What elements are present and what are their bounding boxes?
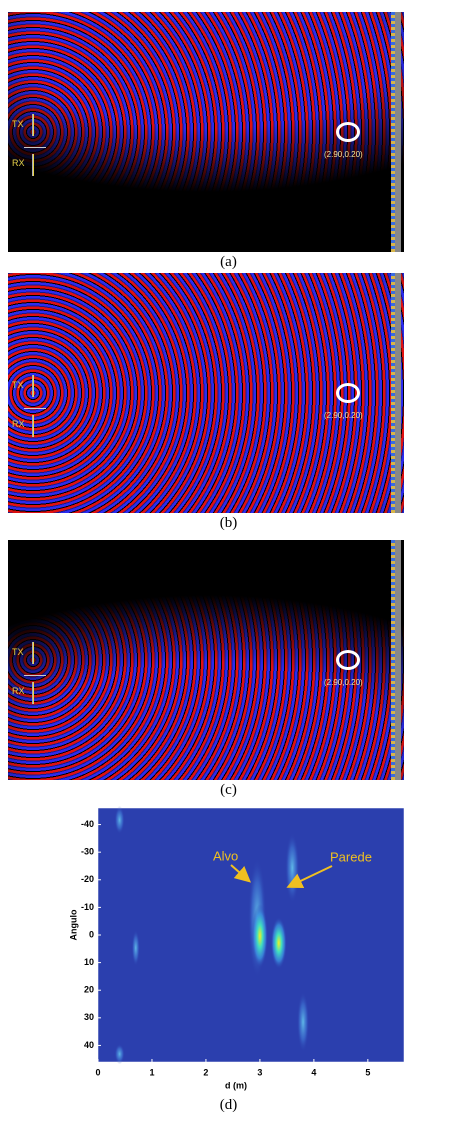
y-tick-label: 10 — [84, 957, 94, 967]
caption: (b) — [219, 515, 238, 531]
target-label: (2.90,0.20) — [324, 678, 363, 687]
tx-antenna — [32, 375, 34, 397]
plot-frame — [97, 807, 405, 1063]
y-tick-label: -10 — [81, 902, 94, 912]
separator — [24, 675, 46, 676]
annotation: Alvo — [213, 848, 238, 863]
simulation-panel: TX RX (2.90,0.20) — [8, 273, 404, 513]
y-tick-label: -40 — [81, 819, 94, 829]
tx-antenna — [32, 114, 34, 136]
y-axis-label: Angulo — [68, 909, 78, 940]
x-tick-label: 1 — [149, 1067, 154, 1077]
x-tick-label: 0 — [95, 1067, 100, 1077]
x-tick-label: 4 — [311, 1067, 316, 1077]
target — [336, 383, 360, 403]
wall — [391, 273, 401, 513]
x-tick-label: 5 — [365, 1067, 370, 1077]
rx-label: RX — [12, 686, 25, 696]
tx-label: TX — [12, 647, 24, 657]
annotation-arrow — [230, 864, 251, 883]
tx-antenna — [32, 642, 34, 664]
target-label: (2.90,0.20) — [324, 411, 363, 420]
y-tick-label: 0 — [89, 929, 94, 939]
separator — [24, 147, 46, 148]
intensity-blob — [251, 904, 268, 968]
caption: (d) — [219, 1097, 238, 1113]
rx-label: RX — [12, 158, 25, 168]
x-tick-label: 3 — [257, 1067, 262, 1077]
wall — [391, 12, 401, 252]
caption: (a) — [220, 254, 237, 270]
intensity-blob — [285, 833, 300, 903]
tx-label: TX — [12, 380, 24, 390]
y-tick-label: -20 — [81, 874, 94, 884]
y-tick-label: 20 — [84, 985, 94, 995]
rx-antenna — [32, 154, 34, 176]
target — [336, 650, 360, 670]
y-tick-label: 30 — [84, 1012, 94, 1022]
simulation-panel: TX RX (2.90,0.20) — [8, 540, 404, 780]
intensity-blob — [270, 917, 287, 969]
x-tick-label: 2 — [203, 1067, 208, 1077]
simulation-panel: TX RX (2.90,0.20) — [8, 12, 404, 252]
caption: (c) — [220, 782, 237, 798]
intensity-blob — [114, 806, 125, 834]
intensity-blob — [131, 930, 140, 966]
y-tick-label: -30 — [81, 847, 94, 857]
plot-area — [98, 808, 404, 1062]
target — [336, 122, 360, 142]
rx-antenna — [32, 415, 34, 437]
wall — [391, 540, 401, 780]
target-label: (2.90,0.20) — [324, 150, 363, 159]
annotation-arrow — [286, 865, 333, 889]
rx-label: RX — [12, 419, 25, 429]
rx-antenna — [32, 682, 34, 704]
intensity-blob — [114, 1044, 125, 1064]
intensity-blob — [248, 858, 267, 978]
tx-label: TX — [12, 119, 24, 129]
y-tick-label: 40 — [84, 1040, 94, 1050]
annotation: Parede — [330, 849, 372, 864]
intensity-blob — [297, 992, 310, 1052]
x-axis-label: d (m) — [225, 1080, 247, 1090]
separator — [24, 408, 46, 409]
